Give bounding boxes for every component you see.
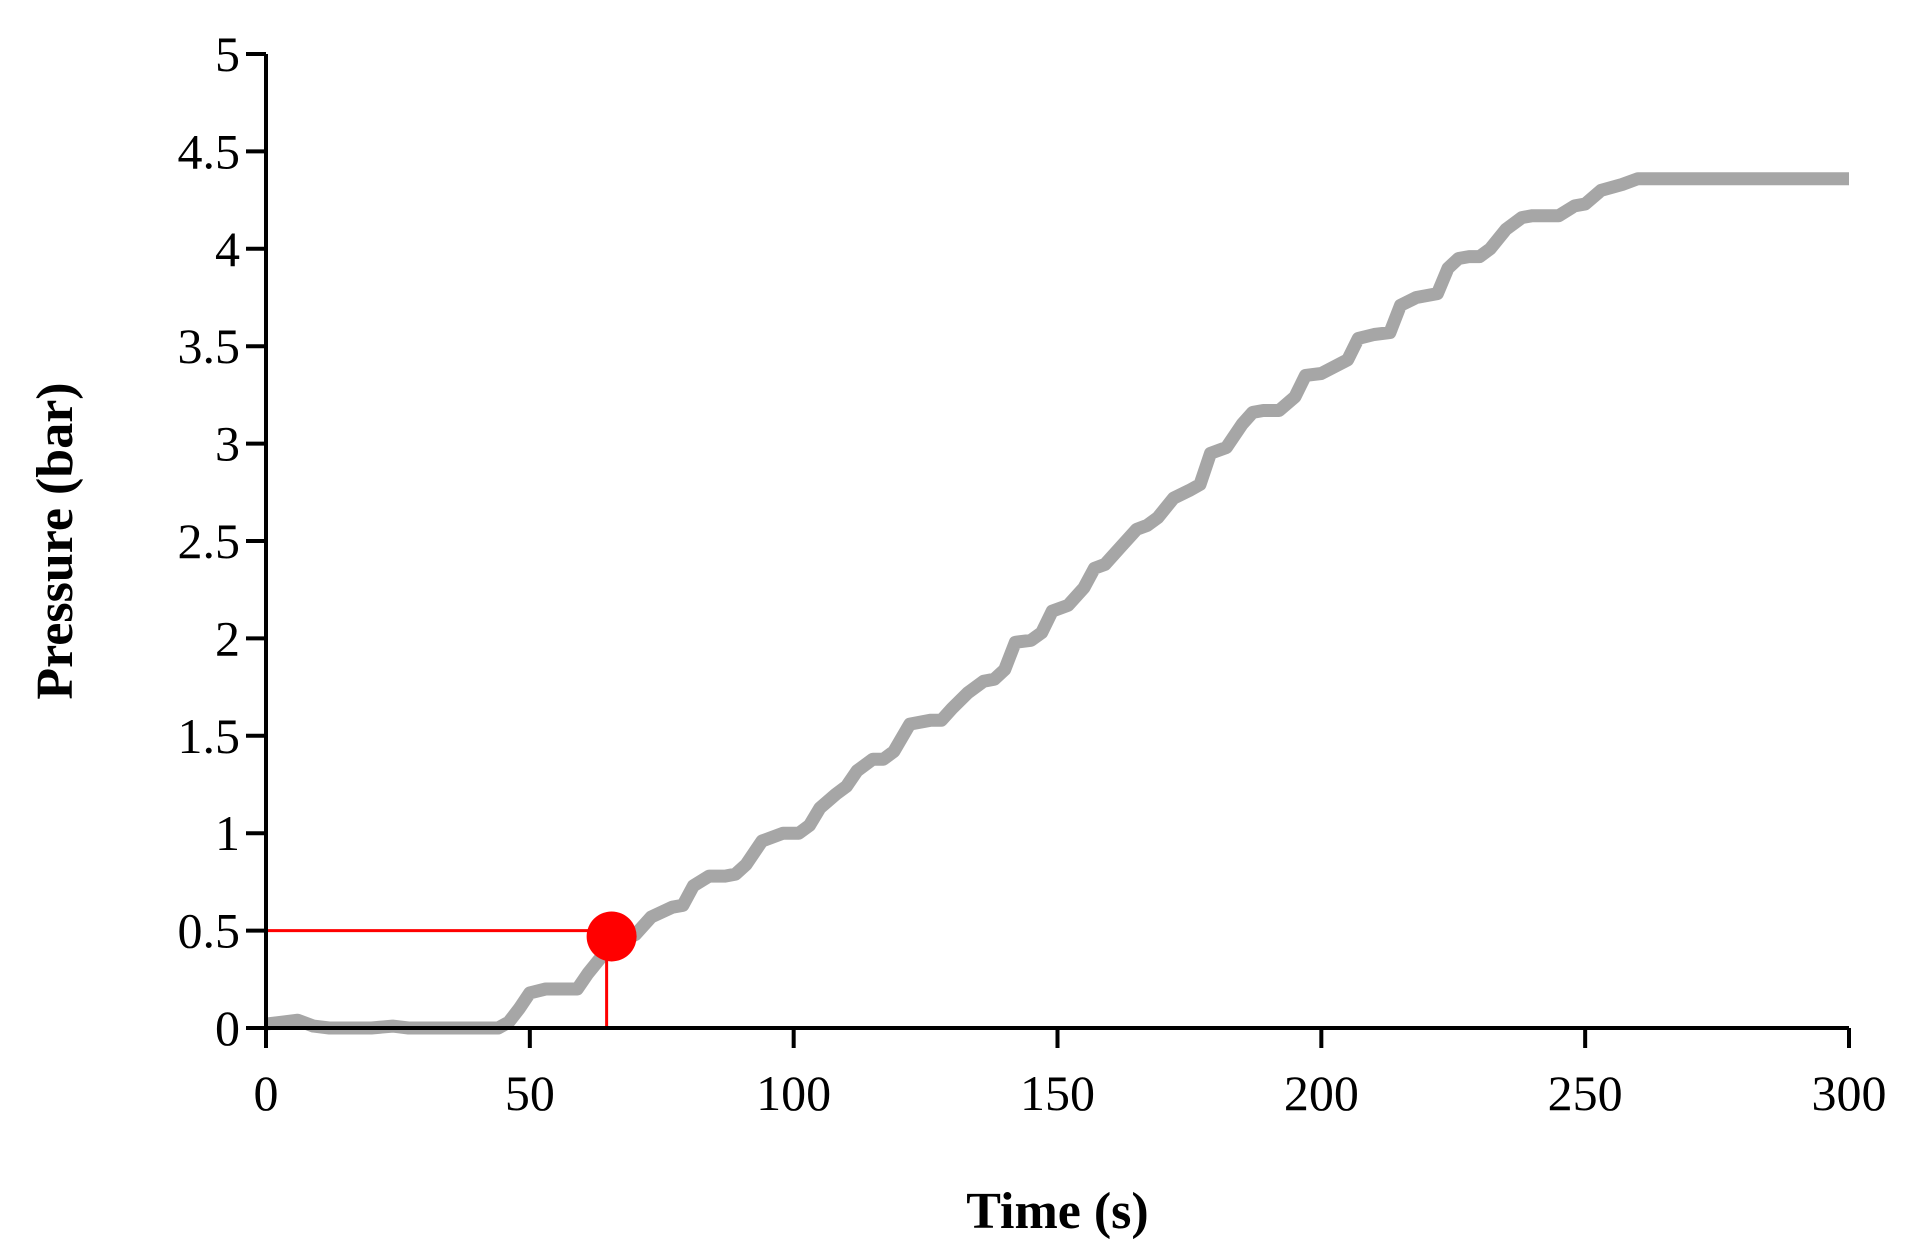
y-tick-label: 0 bbox=[215, 1000, 240, 1056]
x-tick-label: 0 bbox=[254, 1065, 279, 1121]
y-tick-label: 4 bbox=[215, 221, 240, 277]
y-axis-ticks: 0 0.5 1 1.5 2 2.5 3 3.5 4 4.5 5 bbox=[178, 26, 266, 1056]
y-tick-label: 4.5 bbox=[178, 123, 241, 179]
x-tick-label: 250 bbox=[1548, 1065, 1623, 1121]
y-tick-label: 2.5 bbox=[178, 513, 241, 569]
y-tick-label: 1.5 bbox=[178, 708, 241, 764]
x-tick-label: 50 bbox=[505, 1065, 555, 1121]
threshold-marker-point bbox=[586, 911, 637, 962]
x-tick-label: 200 bbox=[1284, 1065, 1359, 1121]
pressure-series-line bbox=[265, 172, 1849, 1035]
y-tick-label: 1 bbox=[215, 805, 240, 861]
y-tick-label: 3 bbox=[215, 416, 240, 472]
x-axis-ticks: 0 50 100 150 200 250 300 bbox=[254, 1028, 1887, 1121]
x-tick-label: 150 bbox=[1020, 1065, 1095, 1121]
y-tick-label: 0.5 bbox=[178, 903, 241, 959]
plot-area bbox=[265, 172, 1849, 1035]
x-axis-title: Time (s) bbox=[966, 1183, 1148, 1240]
x-tick-label: 300 bbox=[1812, 1065, 1887, 1121]
y-axis-title: Pressure (bar) bbox=[27, 382, 84, 699]
x-tick-label: 100 bbox=[756, 1065, 831, 1121]
y-tick-label: 3.5 bbox=[178, 318, 241, 374]
y-tick-label: 5 bbox=[215, 26, 240, 82]
y-tick-label: 2 bbox=[215, 610, 240, 666]
